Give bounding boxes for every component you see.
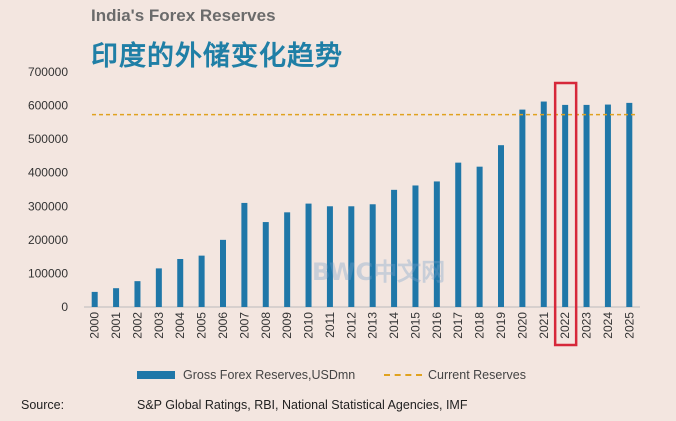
bar (348, 206, 355, 307)
chart-subtitle: 印度的外储变化趋势 (91, 41, 343, 72)
x-tick-label: 2008 (259, 312, 273, 339)
x-tick-label: 2018 (473, 312, 487, 339)
bar (220, 239, 226, 307)
bar (626, 102, 633, 307)
source-label: Source: (21, 398, 65, 412)
bar (455, 162, 462, 307)
y-tick-label: 600000 (28, 99, 68, 113)
x-tick-label: 2014 (387, 312, 401, 339)
bar (498, 145, 504, 307)
source-note: Source: S&P Global Ratings, RBI, National… (21, 398, 467, 412)
bar (155, 268, 162, 307)
x-tick-label: 2021 (537, 312, 551, 339)
x-tick-label: 2004 (173, 312, 187, 339)
x-tick-label: 2001 (109, 312, 123, 339)
bar (91, 291, 98, 307)
bar (540, 101, 547, 308)
y-tick-label: 100000 (28, 266, 68, 280)
x-tick-label: 2023 (580, 312, 594, 339)
bar (305, 203, 312, 307)
legend-label-line: Current Reserves (428, 368, 526, 382)
x-tick-label: 2019 (494, 312, 508, 339)
y-tick-label: 400000 (28, 166, 68, 180)
x-tick-label: 2016 (430, 312, 444, 339)
legend-label-bars: Gross Forex Reserves,USDmn (183, 368, 356, 382)
chart-title: India's Forex Reserves (91, 6, 276, 25)
bar (134, 281, 141, 307)
x-tick-label: 2013 (366, 312, 380, 339)
bar (562, 104, 569, 308)
x-tick-label: 2011 (323, 312, 337, 338)
watermark: BWC中文网 (312, 258, 446, 286)
y-tick-label: 0 (61, 300, 68, 314)
x-tick-label: 2020 (515, 312, 529, 339)
x-tick-label: 2000 (88, 312, 102, 339)
highlight-box-2022 (553, 81, 578, 347)
legend-swatch-line (384, 374, 422, 376)
y-tick-label: 300000 (28, 199, 68, 213)
x-tick-label: 2007 (237, 312, 251, 339)
legend-item-line: Current Reserves (384, 368, 526, 382)
legend-item-bars: Gross Forex Reserves,USDmn (137, 368, 355, 382)
x-tick-label: 2022 (558, 312, 572, 339)
x-tick-label: 2003 (152, 312, 166, 339)
bar (604, 104, 611, 307)
x-tick-label: 2005 (195, 312, 209, 339)
bar (476, 166, 483, 307)
x-tick-label: 2010 (302, 312, 316, 339)
x-tick-label: 2009 (280, 312, 294, 339)
y-tick-label: 200000 (28, 233, 68, 247)
x-tick-label: 2017 (451, 312, 465, 339)
y-tick-label: 500000 (28, 132, 68, 146)
bar (433, 181, 440, 307)
bar (177, 258, 184, 307)
bar (113, 288, 120, 307)
bar (391, 189, 398, 307)
source-text: S&P Global Ratings, RBI, National Statis… (137, 398, 468, 412)
y-tick-label: 700000 (28, 65, 68, 79)
x-tick-label: 2015 (408, 312, 422, 339)
bar (241, 202, 248, 307)
x-tick-label: 2025 (622, 312, 636, 339)
bar (369, 204, 376, 307)
x-tick-label: 2024 (601, 312, 615, 339)
legend-swatch-bar (137, 371, 175, 379)
x-tick-label: 2002 (130, 312, 144, 339)
chart-legend: Gross Forex Reserves,USDmn Current Reser… (0, 368, 676, 386)
x-tick-label: 2012 (344, 312, 358, 339)
bar (198, 255, 205, 307)
bar (262, 222, 269, 307)
x-tick-label: 2006 (216, 312, 230, 339)
bar (284, 212, 291, 307)
bar (412, 185, 419, 307)
bar (583, 104, 590, 308)
bar (519, 109, 526, 307)
bar (326, 206, 333, 307)
